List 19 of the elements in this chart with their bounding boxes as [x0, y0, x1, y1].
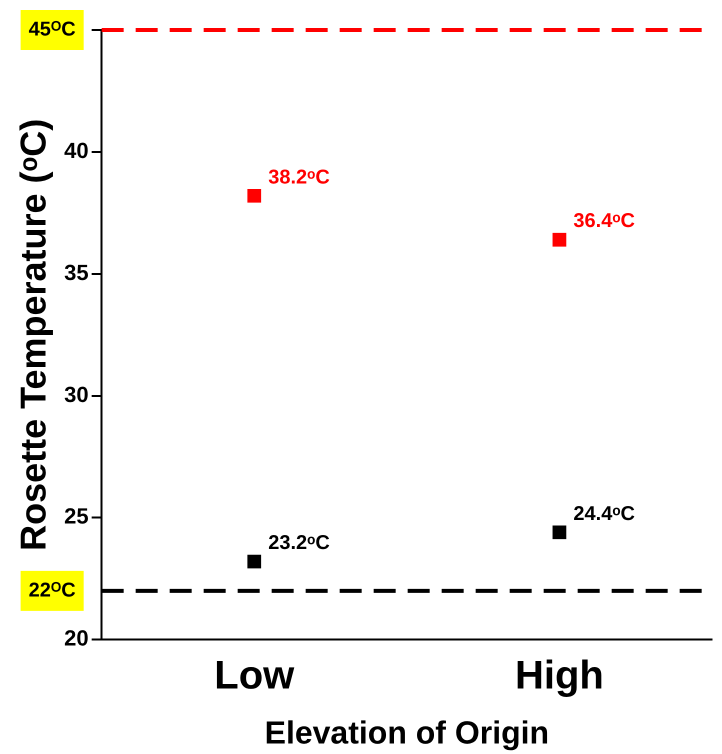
point	[552, 525, 566, 540]
y-tick-label: 25	[64, 504, 89, 529]
y-axis-title: Rosette Temperature (ᵒC)	[12, 118, 54, 551]
x-axis-title: Elevation of Origin	[264, 714, 550, 751]
data-label: 36.4ᵒC	[573, 210, 635, 232]
y-tick-label: 30	[64, 382, 89, 407]
data-label: 38.2ᵒC	[268, 166, 330, 188]
y-tick-label: 35	[64, 260, 89, 285]
point	[552, 232, 566, 247]
y-tick-label: 40	[64, 138, 89, 163]
ref-line-label: 22ᴼC	[28, 579, 76, 602]
y-tick-label: 20	[64, 626, 89, 651]
ref-line-label: 45ᴼC	[28, 18, 76, 41]
point	[247, 188, 262, 203]
x-tick-label: Low	[214, 654, 296, 698]
x-tick-label: High	[514, 654, 604, 698]
data-label: 24.4ᵒC	[573, 502, 635, 525]
data-label: 23.2ᵒC	[268, 532, 330, 554]
point	[247, 554, 262, 568]
